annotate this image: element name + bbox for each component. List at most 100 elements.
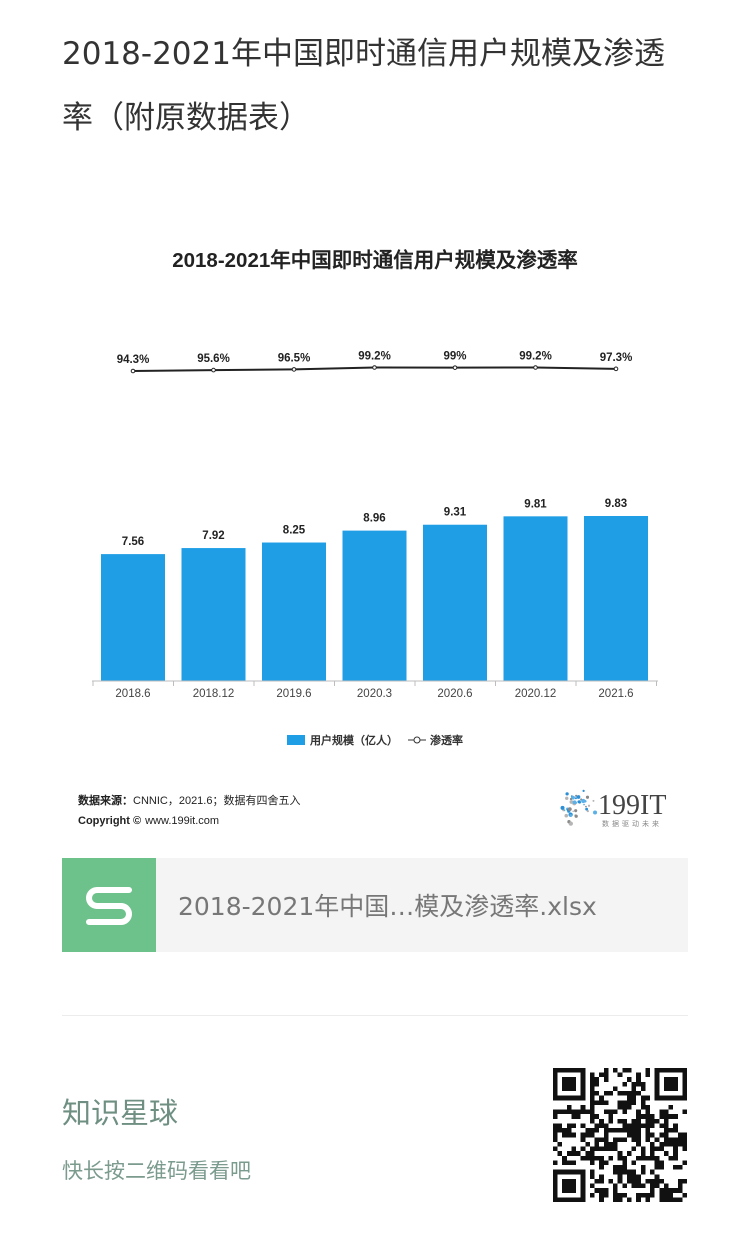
- qr-module: [617, 1192, 623, 1198]
- qr-module: [654, 1068, 660, 1073]
- line-value-label: 95.6%: [197, 353, 230, 365]
- qr-module: [645, 1118, 651, 1124]
- qr-module: [668, 1128, 674, 1133]
- qr-module: [594, 1137, 600, 1142]
- qr-module: [631, 1081, 637, 1087]
- qr-module: [613, 1128, 618, 1133]
- qr-module: [668, 1095, 674, 1101]
- qr-module: [553, 1146, 558, 1152]
- qr-module: [589, 1081, 595, 1087]
- qr-module: [663, 1109, 669, 1115]
- qr-module: [631, 1123, 637, 1129]
- qr-module: [599, 1188, 604, 1193]
- qr-module: [673, 1095, 678, 1101]
- file-attachment-card[interactable]: 2018-2021年中国…模及渗透率.xlsx: [62, 858, 688, 952]
- qr-module: [626, 1095, 632, 1101]
- qr-module: [636, 1109, 641, 1115]
- qr-module: [682, 1160, 687, 1166]
- qr-module: [617, 1165, 623, 1170]
- qr-module: [603, 1137, 609, 1142]
- qr-module: [603, 1123, 609, 1129]
- qr-module: [566, 1077, 572, 1082]
- qr-module: [631, 1132, 637, 1138]
- qr-module: [585, 1109, 590, 1115]
- logo-dot: [587, 804, 591, 807]
- qr-module: [673, 1197, 678, 1202]
- qr-module: [571, 1169, 577, 1175]
- qr-module: [617, 1197, 623, 1202]
- qr-module: [668, 1077, 674, 1082]
- promo-subtitle: 快长按二维码看看吧: [62, 1159, 251, 1183]
- x-tick-label: 2020.3: [357, 688, 392, 700]
- qr-module: [626, 1128, 632, 1133]
- line-layer: 94.3% 95.6% 96.5% 99.2% 99% 99.2% 97.3%: [117, 351, 632, 374]
- qr-module: [553, 1197, 558, 1202]
- qr-module: [576, 1197, 581, 1202]
- qr-module: [553, 1178, 558, 1184]
- qr-module: [663, 1137, 669, 1142]
- qr-module: [663, 1183, 669, 1189]
- qr-module: [589, 1160, 595, 1166]
- qr-module: [589, 1192, 595, 1198]
- qr-module: [594, 1091, 600, 1096]
- qr-module: [682, 1109, 687, 1115]
- qr-module: [650, 1151, 655, 1156]
- qr-module: [654, 1118, 660, 1124]
- qr-module: [599, 1174, 604, 1179]
- qr-module: [571, 1123, 577, 1129]
- qr-code-icon[interactable]: [553, 1068, 687, 1202]
- qr-module: [631, 1128, 637, 1133]
- bar-value-label: 9.31: [444, 507, 467, 519]
- qr-module: [589, 1146, 595, 1152]
- qr-module: [654, 1183, 660, 1189]
- legend-line-label: 渗透率: [430, 733, 463, 747]
- qr-module: [654, 1165, 660, 1170]
- line-value-label: 94.3%: [117, 354, 150, 366]
- qr-module: [617, 1155, 623, 1161]
- qr-module: [626, 1178, 632, 1184]
- qr-module: [626, 1068, 632, 1073]
- qr-module: [636, 1091, 641, 1096]
- qr-module: [682, 1132, 687, 1138]
- qr-module: [603, 1128, 609, 1133]
- qr-module: [585, 1128, 590, 1133]
- qr-module: [594, 1188, 600, 1193]
- qr-module: [663, 1188, 669, 1193]
- qr-module: [626, 1174, 632, 1179]
- qr-module: [576, 1109, 581, 1115]
- qr-module: [580, 1123, 586, 1129]
- qr-module: [608, 1114, 614, 1119]
- qr-module: [589, 1091, 595, 1096]
- qr-module: [603, 1068, 609, 1073]
- spreadsheet-s-icon: [62, 858, 156, 952]
- bar-value-label: 7.92: [202, 530, 224, 542]
- qr-module: [562, 1128, 567, 1133]
- logo-dot: [574, 801, 577, 805]
- logo-dot: [568, 821, 573, 826]
- qr-module: [557, 1151, 563, 1156]
- qr-module: [580, 1169, 586, 1175]
- bar: [181, 548, 246, 681]
- qr-module: [594, 1114, 600, 1119]
- qr-module: [553, 1109, 558, 1115]
- qr-module: [562, 1068, 567, 1073]
- qr-module: [562, 1188, 567, 1193]
- qr-module: [659, 1146, 664, 1152]
- qr-module: [599, 1137, 604, 1142]
- qr-module: [626, 1091, 632, 1096]
- source-label: 数据来源：: [78, 793, 133, 807]
- qr-module: [603, 1091, 609, 1096]
- qr-module: [580, 1081, 586, 1087]
- qr-module: [626, 1100, 632, 1105]
- bar-value-label: 8.25: [283, 525, 306, 537]
- qr-module: [613, 1188, 618, 1193]
- qr-module: [626, 1123, 632, 1129]
- qr-module: [636, 1118, 641, 1124]
- qr-module: [613, 1068, 618, 1073]
- qr-module: [677, 1178, 683, 1184]
- qr-module: [562, 1109, 567, 1115]
- qr-module: [650, 1123, 655, 1129]
- qr-module: [608, 1128, 614, 1133]
- qr-module: [557, 1095, 563, 1101]
- qr-module: [553, 1123, 558, 1129]
